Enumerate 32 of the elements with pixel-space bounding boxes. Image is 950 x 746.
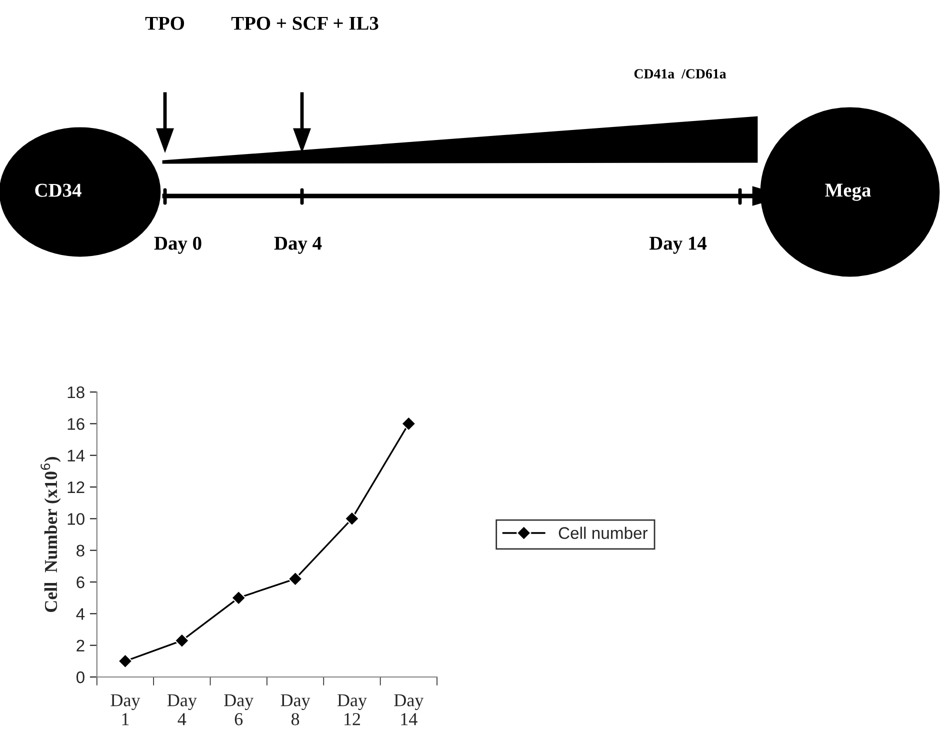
- point: [231, 590, 246, 606]
- legend-label: Cell number: [558, 526, 648, 539]
- y-axis-title: Cell Number (x10$^{6}$): [40, 457, 61, 612]
- y-tick-label: 0: [76, 671, 84, 684]
- text: Day 0: [154, 236, 202, 254]
- point: [288, 571, 303, 586]
- text: TPO + SCF + IL3: [231, 16, 378, 30]
- x-tick-label: Day 1: [110, 694, 140, 726]
- text: Day 4: [274, 236, 322, 254]
- text: Mega: [825, 184, 871, 201]
- y-tick-label: 8: [76, 544, 84, 557]
- y-tick-label: 12: [68, 481, 84, 494]
- y-tick-label: 14: [68, 450, 85, 462]
- text: CD41a /CD61a: [634, 69, 726, 78]
- point: [174, 633, 190, 648]
- x-tick-label: Day 8: [280, 694, 310, 726]
- text: Day 14: [649, 236, 707, 254]
- x-tick-label: Day 6: [224, 694, 254, 726]
- x-tick-label: Day 14: [394, 694, 424, 726]
- point: [401, 416, 416, 432]
- x-tick-label: Day 12: [337, 694, 367, 726]
- y-tick-label: 4: [76, 608, 85, 620]
- y-tick-label: 6: [76, 576, 84, 588]
- y-tick-label: 18: [68, 386, 84, 398]
- y-tick-label: 10: [68, 513, 84, 525]
- point: [118, 654, 133, 669]
- y-tick-label: 2: [76, 640, 84, 652]
- text: TPO: [145, 16, 184, 30]
- x-tick-label: Day 4: [167, 694, 197, 726]
- point: [344, 511, 360, 526]
- y-tick-label: 16: [68, 418, 84, 430]
- text: CD34: [35, 184, 82, 197]
